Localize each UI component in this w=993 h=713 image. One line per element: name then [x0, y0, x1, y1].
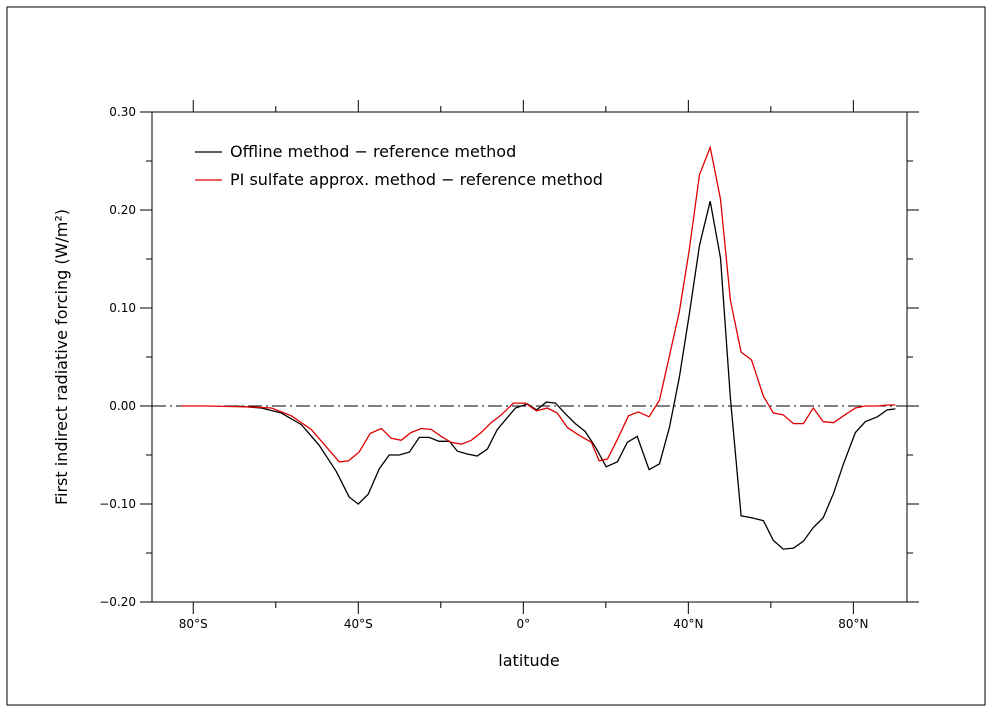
legend-label: PI sulfate approx. method − reference me…	[230, 170, 603, 189]
x-tick-label: 80°S	[179, 617, 208, 631]
frame	[6, 6, 986, 706]
legend-label: Offline method − reference method	[230, 142, 516, 161]
x-tick-label: 80°N	[838, 617, 868, 631]
x-tick-label: 0°	[516, 617, 530, 631]
x-tick-label: 40°N	[673, 617, 703, 631]
y-tick-label: 0.20	[109, 203, 136, 217]
series-line	[180, 144, 896, 463]
y-tick-label: 0.00	[109, 399, 136, 413]
series-line	[236, 201, 896, 550]
x-tick-label: 40°S	[344, 617, 373, 631]
y-tick-label: 0.10	[109, 301, 136, 315]
y-tick-label: −0.10	[99, 497, 136, 511]
x-axis-label: latitude	[498, 651, 559, 670]
y-axis-label: First indirect radiative forcing (W/m²)	[52, 209, 71, 505]
y-tick-label: −0.20	[99, 595, 136, 609]
y-tick-label: 0.30	[109, 105, 136, 119]
